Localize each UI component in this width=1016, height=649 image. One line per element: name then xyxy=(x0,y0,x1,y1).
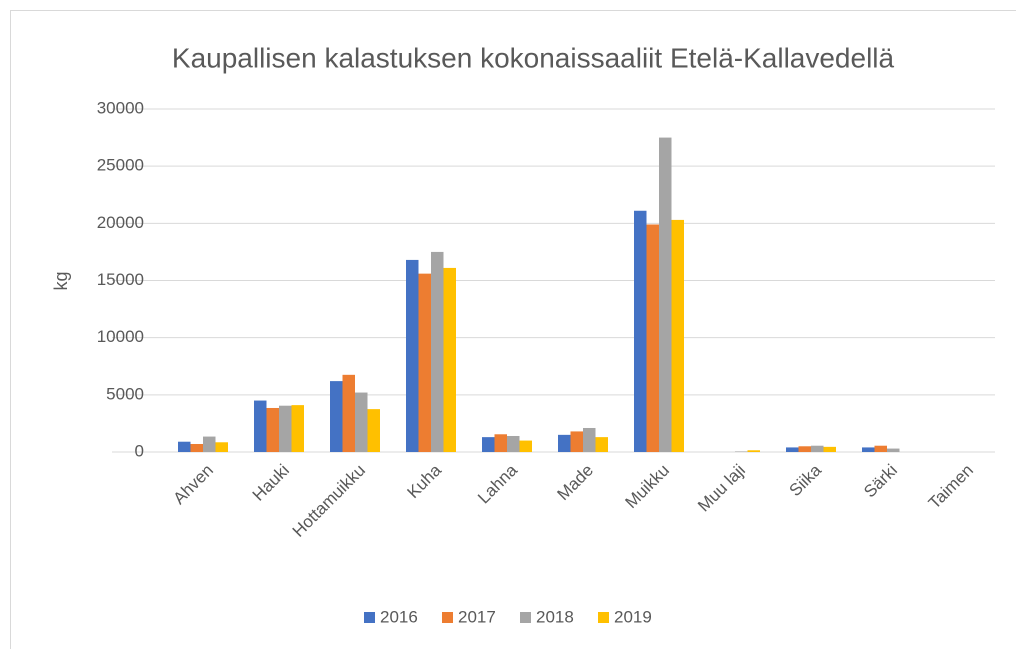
legend-swatch xyxy=(598,612,609,623)
bar xyxy=(203,436,216,452)
bar xyxy=(583,427,596,452)
bar xyxy=(279,405,292,452)
bar xyxy=(178,441,191,452)
bar xyxy=(342,374,355,452)
bar xyxy=(671,219,684,452)
bar xyxy=(558,434,571,452)
bar xyxy=(291,405,304,452)
bar xyxy=(266,407,279,452)
legend-label: 2016 xyxy=(380,607,418,626)
bar xyxy=(330,381,343,452)
legend-label: 2018 xyxy=(536,607,574,626)
y-tick-label: 15000 xyxy=(97,270,144,289)
bar xyxy=(634,210,647,452)
chart-title: Kaupallisen kalastuksen kokonaissaaliit … xyxy=(172,42,895,73)
bar xyxy=(507,435,520,452)
legend-swatch xyxy=(520,612,531,623)
bar xyxy=(646,224,659,452)
y-tick-label: 10000 xyxy=(97,327,144,346)
y-axis-label: kg xyxy=(51,271,71,290)
chart-frame xyxy=(10,10,1016,649)
bar xyxy=(418,273,431,452)
bar xyxy=(494,434,507,452)
bar xyxy=(659,137,672,453)
bar xyxy=(215,442,228,452)
bar xyxy=(190,443,203,452)
legend-swatch xyxy=(364,612,375,623)
y-tick-label: 25000 xyxy=(97,156,144,175)
bar xyxy=(735,451,748,452)
bar xyxy=(367,409,380,452)
bar xyxy=(595,437,608,452)
legend-label: 2019 xyxy=(614,607,652,626)
bar xyxy=(811,445,824,452)
y-tick-label: 0 xyxy=(135,441,144,460)
legend-label: 2017 xyxy=(458,607,496,626)
y-tick-label: 20000 xyxy=(97,213,144,232)
bar xyxy=(406,259,419,452)
bar xyxy=(862,447,875,452)
y-tick-label: 30000 xyxy=(97,98,144,117)
bar xyxy=(798,446,811,452)
bar xyxy=(823,446,836,452)
bar xyxy=(887,448,900,452)
legend-swatch xyxy=(442,612,453,623)
bar xyxy=(519,440,532,452)
bar xyxy=(786,447,799,452)
bar xyxy=(254,400,267,452)
bar xyxy=(482,437,495,452)
bar xyxy=(874,445,887,452)
y-tick-label: 5000 xyxy=(106,384,144,403)
bar xyxy=(355,392,368,452)
bar xyxy=(431,251,444,452)
bar xyxy=(443,267,456,452)
bar xyxy=(570,431,583,452)
bar xyxy=(747,450,760,452)
